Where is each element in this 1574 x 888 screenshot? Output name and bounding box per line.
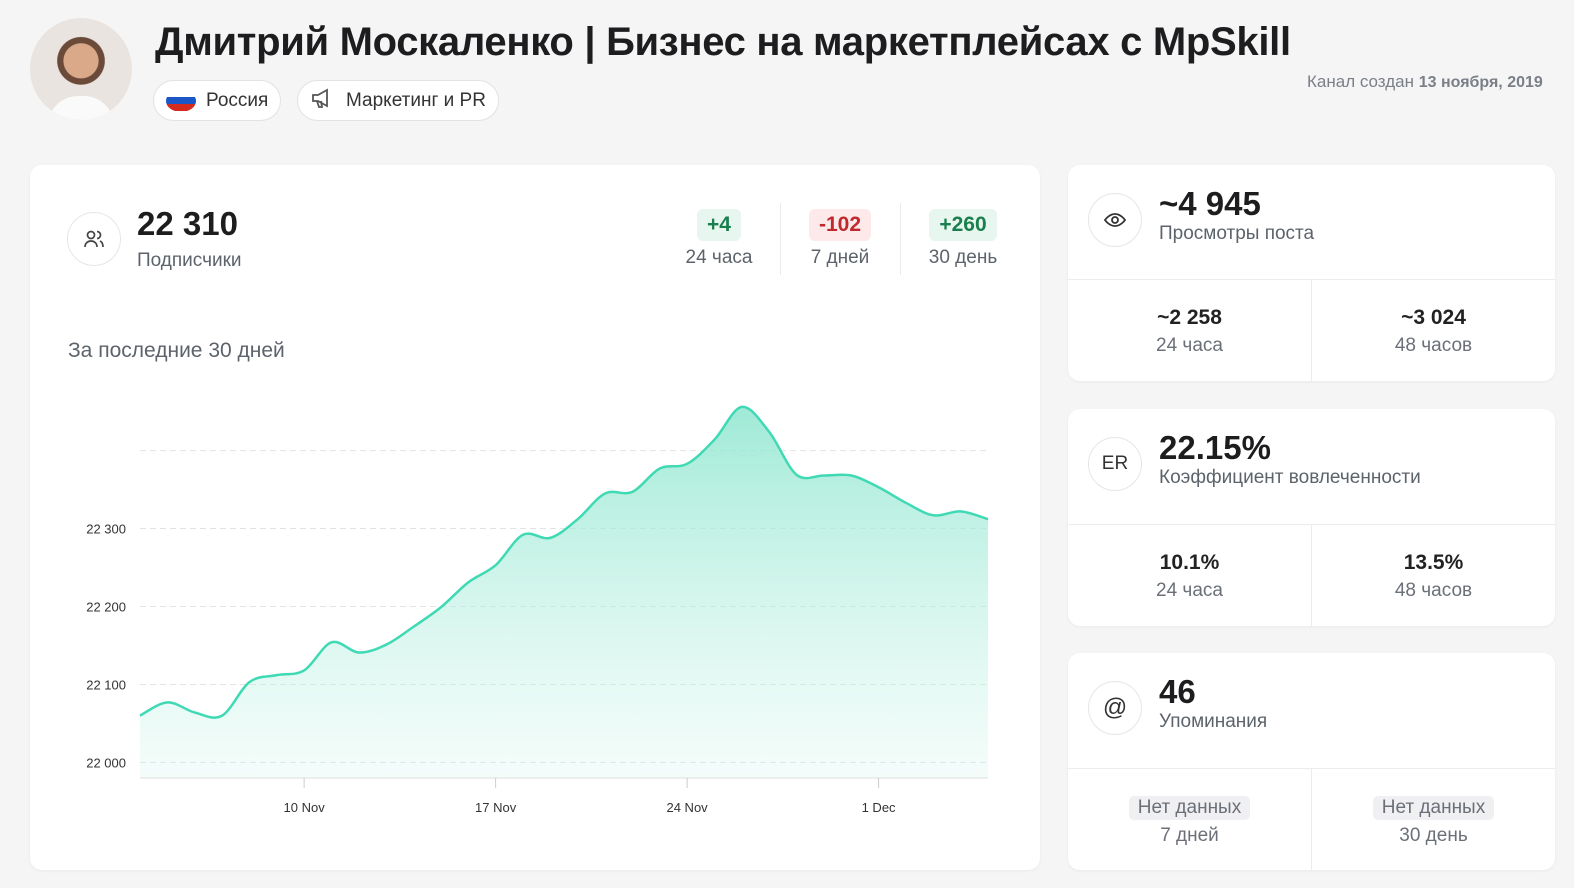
subscribers-count: 22 310: [137, 205, 238, 242]
created-date: 13 ноября, 2019: [1418, 74, 1543, 91]
x-tick-label: 1 Dec: [862, 800, 896, 815]
subscribers-card: 22 310 Подписчики +4 24 часа -102 7 дней +…: [30, 165, 1040, 870]
series-line: [139, 405, 989, 719]
category-label: Маркетинг и PR: [346, 89, 486, 111]
divider: [900, 203, 901, 275]
delta-label: 30 день: [928, 247, 998, 268]
delta-label: 24 часа: [685, 247, 753, 268]
split-value: 10.1%: [1159, 551, 1220, 574]
split-value: 13.5%: [1403, 551, 1464, 574]
channel-title: Дмитрий Москаленко | Бизнес на маркетпле…: [155, 20, 1291, 64]
y-tick-label: 22 000: [86, 755, 126, 770]
delta-7d: -102 7 дней: [785, 209, 895, 269]
split-label: 7 дней: [1160, 825, 1219, 846]
delta-value: -102: [808, 209, 872, 241]
country-label: Россия: [206, 89, 269, 111]
x-tick-label: 17 Nov: [475, 800, 517, 815]
views-card: ~4 945 Просмотры поста ~2 258 24 часа ~3 0…: [1068, 165, 1555, 381]
subscribers-label: Подписчики: [137, 250, 242, 271]
split-label: 24 часа: [1156, 580, 1223, 601]
split-value: ~2 258: [1157, 306, 1222, 329]
eye-icon: [1088, 193, 1142, 247]
users-icon: [67, 212, 121, 266]
er-label: Коэффициент вовлеченности: [1159, 467, 1421, 488]
channel-avatar: [30, 18, 132, 120]
views-label: Просмотры поста: [1159, 223, 1315, 244]
category-tag[interactable]: Маркетинг и PR: [297, 80, 499, 121]
no-data-badge: Нет данных: [1128, 796, 1251, 820]
subscribers-chart: 22 000 22 100 22 200 22 300 10 Nov 17 Nov 24 N…: [86, 405, 989, 815]
views-value: ~4 945: [1159, 185, 1261, 222]
delta-value: +260: [929, 209, 997, 241]
split-label: 30 день: [1399, 825, 1468, 846]
x-tick-label: 10 Nov: [284, 800, 326, 815]
delta-value: +4: [697, 209, 741, 241]
delta-30d: +260 30 день: [908, 209, 1018, 269]
created-label: Канал создан: [1307, 72, 1414, 91]
er-value: 22.15%: [1159, 429, 1271, 466]
y-tick-label: 22 100: [86, 677, 126, 692]
split-label: 24 часа: [1156, 335, 1223, 356]
split-label: 48 часов: [1394, 335, 1473, 356]
x-tick-label: 24 Nov: [666, 800, 708, 815]
split-value: ~3 024: [1401, 306, 1466, 329]
er-48h: 13.5% 48 часов: [1311, 525, 1555, 626]
mentions-card: @ 46 Упоминания Нет данных 7 дней Нет данн…: [1068, 653, 1555, 870]
created-info: Канал создан 13 ноября, 2019: [1307, 68, 1547, 97]
views-48h: ~3 024 48 часов: [1311, 280, 1555, 381]
chart-title: За последние 30 дней: [68, 339, 285, 362]
no-data-badge: Нет данных: [1372, 796, 1495, 820]
delta-label: 7 дней: [810, 247, 870, 268]
mentions-label: Упоминания: [1159, 711, 1268, 732]
y-tick-label: 22 300: [86, 522, 126, 537]
split-label: 48 часов: [1394, 580, 1473, 601]
y-tick-label: 22 200: [86, 599, 126, 614]
er-24h: 10.1% 24 часа: [1068, 525, 1311, 626]
megaphone-icon: [310, 86, 336, 116]
at-icon: @: [1088, 681, 1142, 735]
er-card: ER 22.15% Коэффициент вовлеченности 10.1%…: [1068, 409, 1555, 626]
mentions-value: 46: [1159, 673, 1196, 710]
country-tag[interactable]: Россия: [153, 80, 282, 121]
views-24h: ~2 258 24 часа: [1068, 280, 1311, 381]
mentions-30d: Нет данных 30 день: [1311, 769, 1555, 870]
russia-flag-icon: [166, 89, 196, 112]
divider: [780, 203, 781, 275]
er-icon: ER: [1088, 437, 1142, 491]
delta-24h: +4 24 часа: [664, 209, 774, 269]
area-fill: [140, 406, 988, 778]
mentions-7d: Нет данных 7 дней: [1068, 769, 1311, 870]
